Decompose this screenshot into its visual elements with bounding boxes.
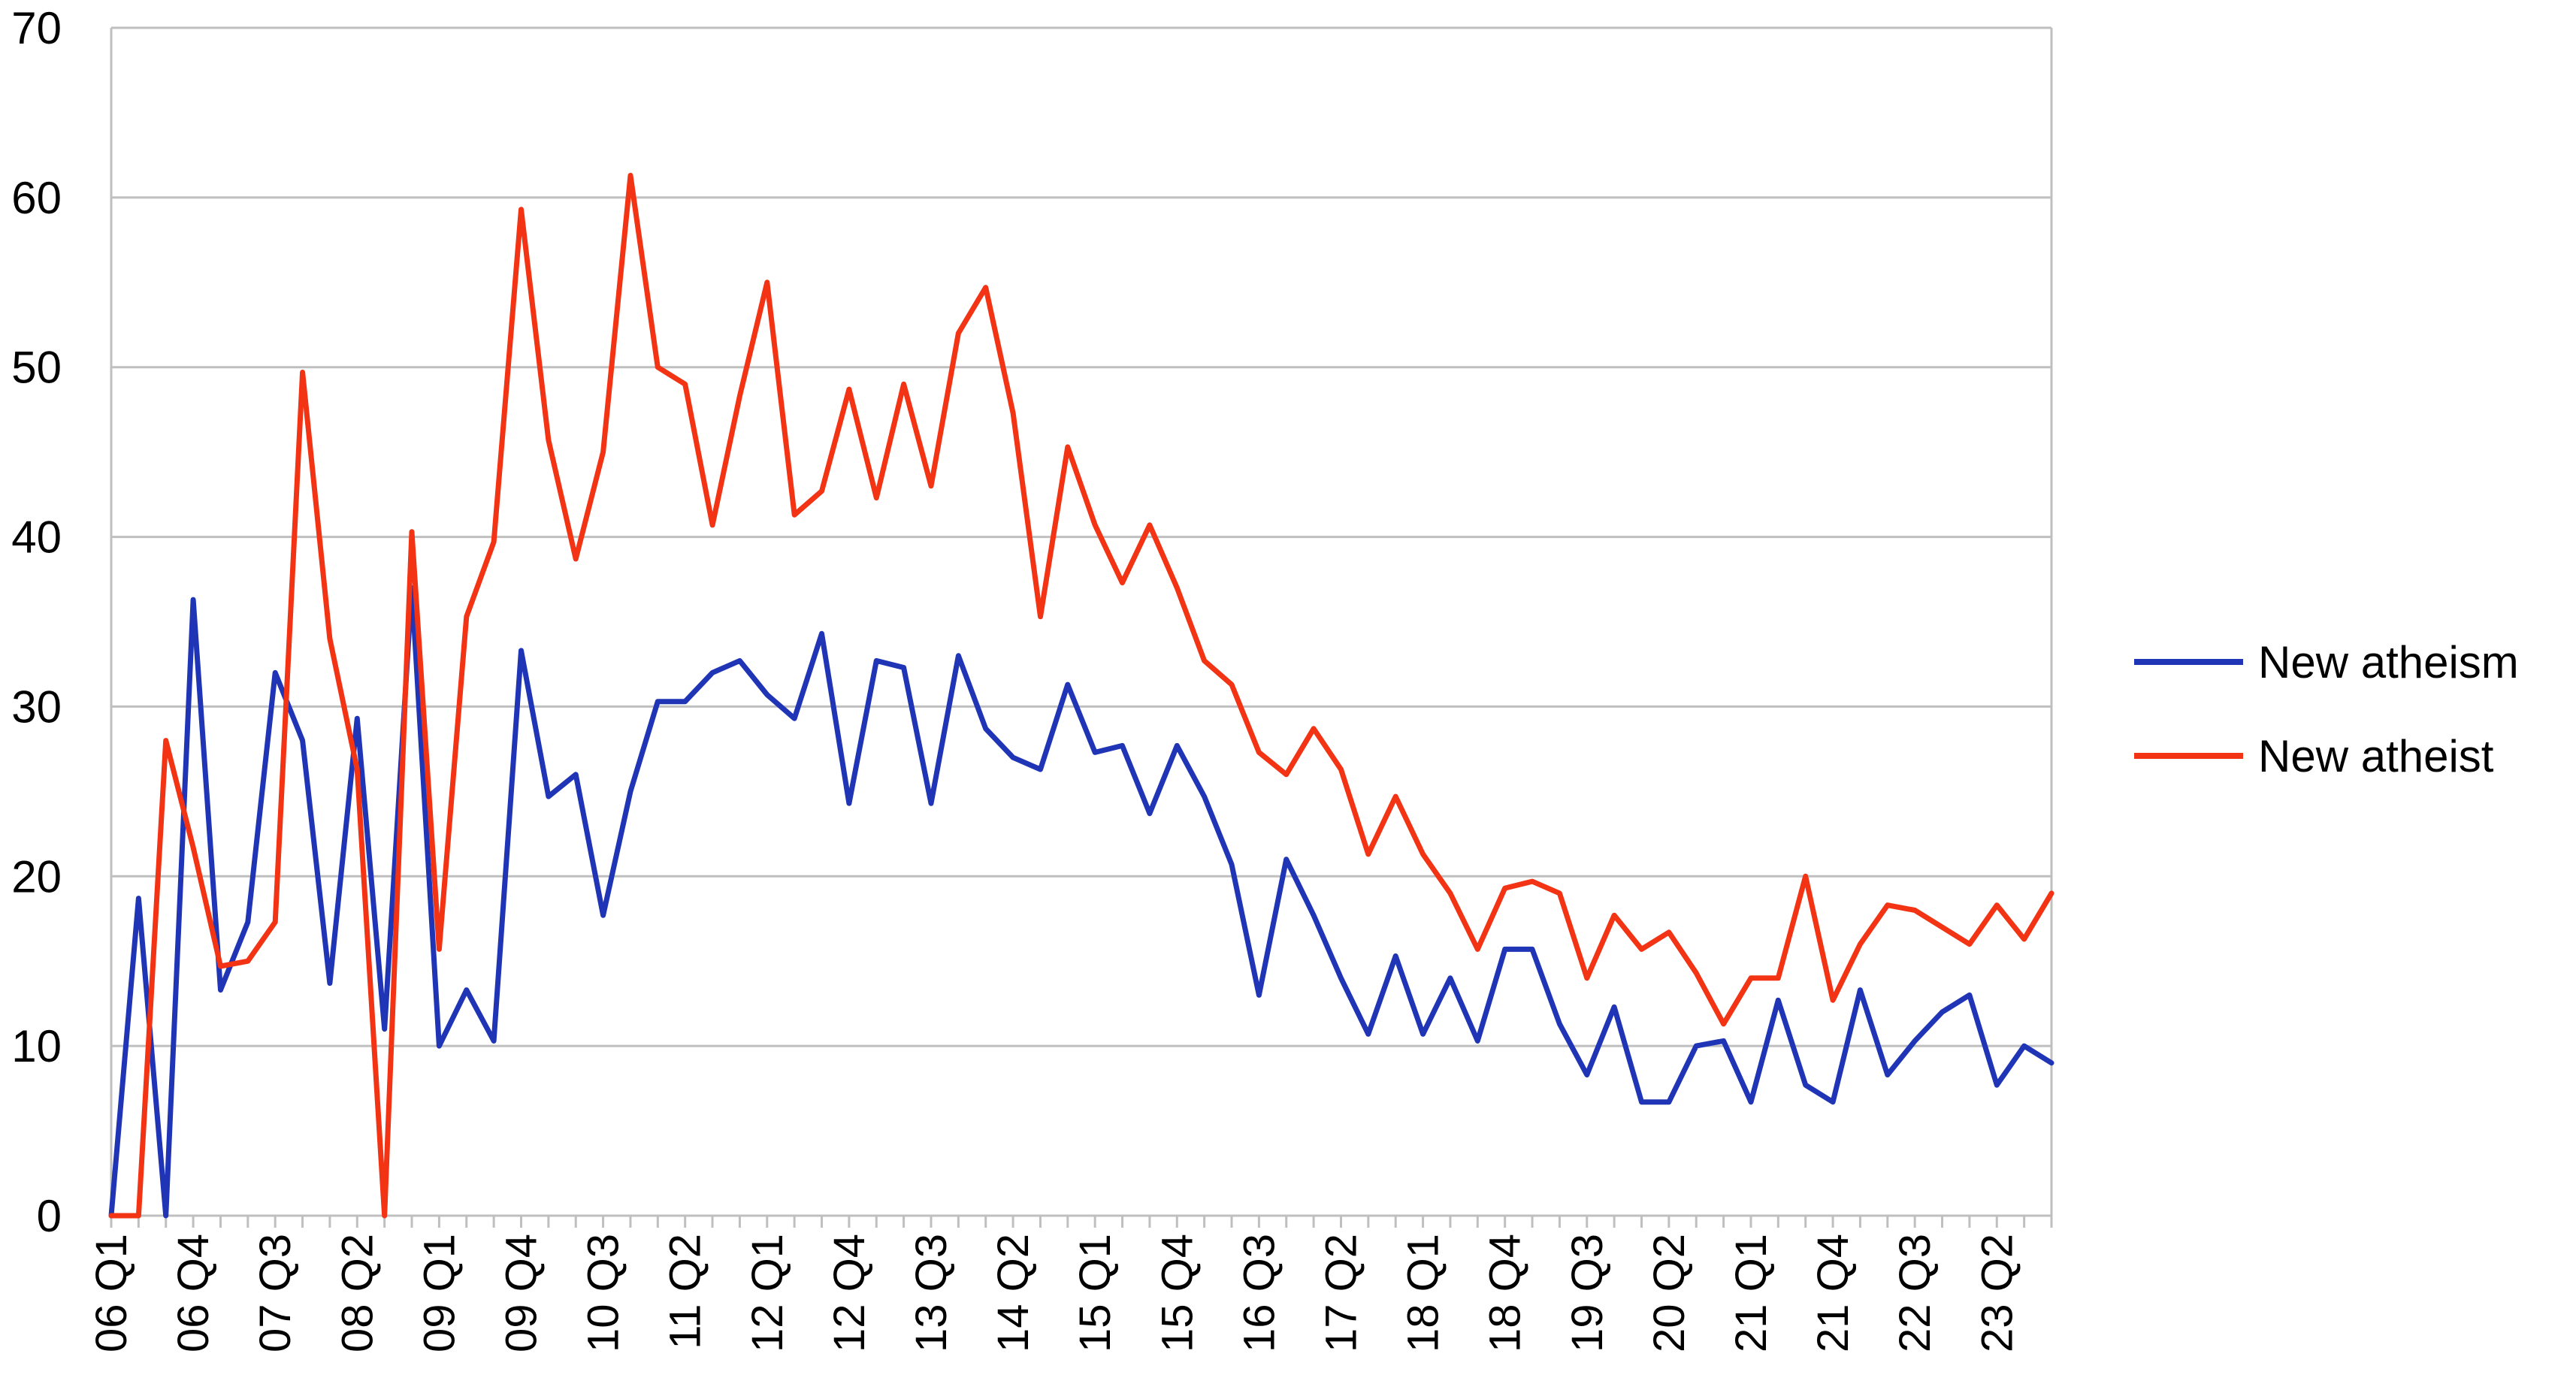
x-tick-label: 08 Q2 (333, 1234, 382, 1352)
x-tick-label: 11 Q2 (661, 1234, 710, 1349)
x-tick-label: 09 Q1 (415, 1234, 464, 1352)
x-tick-label: 18 Q4 (1481, 1234, 1530, 1352)
legend-label: New atheism (2258, 637, 2519, 687)
y-tick-label: 20 (11, 851, 62, 902)
y-tick-label: 70 (11, 3, 62, 53)
legend-label: New atheist (2258, 731, 2494, 781)
x-tick-label: 18 Q1 (1399, 1234, 1448, 1352)
x-tick-label: 17 Q2 (1317, 1234, 1365, 1352)
x-tick-label: 16 Q3 (1235, 1234, 1283, 1352)
x-tick-label: 23 Q2 (1973, 1234, 2021, 1352)
x-tick-label: 21 Q4 (1809, 1234, 1858, 1352)
y-tick-label: 40 (11, 512, 62, 563)
x-tick-label: 12 Q4 (825, 1234, 874, 1352)
x-tick-label: 09 Q4 (497, 1234, 546, 1352)
x-tick-label: 20 Q2 (1645, 1234, 1694, 1352)
y-tick-label: 0 (37, 1191, 62, 1241)
x-tick-label: 21 Q1 (1727, 1234, 1776, 1352)
x-tick-label: 15 Q1 (1071, 1234, 1120, 1352)
x-tick-label: 12 Q1 (743, 1234, 792, 1352)
x-tick-label: 13 Q3 (907, 1234, 956, 1352)
series-lines (108, 173, 2054, 1219)
y-axis-ticks: 0 10 20 30 40 50 60 70 (11, 3, 62, 1241)
x-tick-label: 07 Q3 (251, 1234, 300, 1352)
y-tick-label: 30 (11, 681, 62, 732)
x-tick-label: 14 Q2 (989, 1234, 1038, 1352)
x-tick-label: 15 Q4 (1153, 1234, 1202, 1352)
x-tick-label: 06 Q4 (169, 1234, 218, 1352)
series-line-new-atheism (108, 585, 2054, 1219)
x-axis-ticks: 06 Q1 06 Q4 07 Q3 08 Q2 09 Q1 09 Q4 10 Q3 11 Q2… (87, 1216, 2053, 1352)
x-tick-label: 10 Q3 (579, 1234, 628, 1352)
y-tick-label: 50 (11, 343, 62, 393)
legend: New atheism New atheist (2134, 637, 2519, 781)
x-tick-label: 19 Q3 (1563, 1234, 1612, 1352)
y-tick-label: 60 (11, 173, 62, 223)
x-tick-label: 06 Q1 (87, 1234, 136, 1352)
gridlines (110, 26, 2053, 1217)
series-line-new-atheist (108, 173, 2054, 1219)
y-tick-label: 10 (11, 1021, 62, 1071)
x-tick-label: 22 Q3 (1891, 1234, 1940, 1352)
